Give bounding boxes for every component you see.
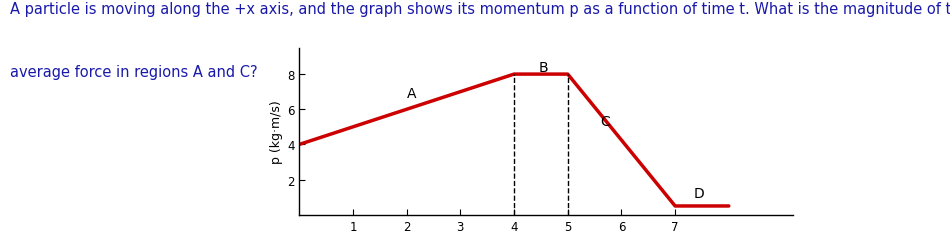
Text: B: B — [539, 60, 548, 74]
Text: C: C — [600, 115, 610, 128]
Text: D: D — [694, 186, 705, 200]
Y-axis label: p (kg·m/s): p (kg·m/s) — [270, 100, 283, 163]
Text: average force in regions A and C?: average force in regions A and C? — [10, 65, 257, 80]
Text: A: A — [407, 87, 416, 100]
Text: A particle is moving along the +x axis, and the graph shows its momentum p as a : A particle is moving along the +x axis, … — [10, 2, 950, 17]
